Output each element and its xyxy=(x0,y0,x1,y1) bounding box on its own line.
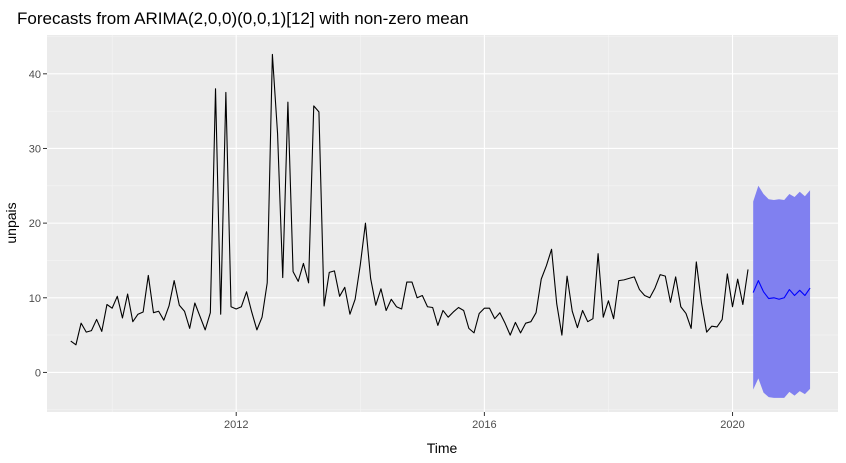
grid-lines xyxy=(47,35,838,412)
forecast-mean-line xyxy=(752,280,811,300)
y-tick-label: 40 xyxy=(29,69,41,81)
x-axis-title: Time xyxy=(427,440,458,456)
x-tick-label: 2012 xyxy=(224,419,248,431)
forecast-interval-band xyxy=(753,185,811,398)
y-axis: 0 10 20 30 40 xyxy=(29,69,47,379)
y-tick-label: 0 xyxy=(35,367,41,379)
observed-series-line xyxy=(70,53,749,346)
y-tick-label: 20 xyxy=(29,218,41,230)
series-lines xyxy=(70,53,811,346)
forecast-band xyxy=(753,185,811,398)
x-tick-label: 2020 xyxy=(720,419,744,431)
chart-title: Forecasts from ARIMA(2,0,0)(0,0,1)[12] w… xyxy=(17,9,469,28)
x-axis: 2012 2016 2020 xyxy=(224,412,745,431)
y-tick-label: 10 xyxy=(29,293,41,305)
y-tick-label: 30 xyxy=(29,143,41,155)
y-axis-title: unpais xyxy=(3,202,19,243)
x-tick-label: 2016 xyxy=(472,419,496,431)
